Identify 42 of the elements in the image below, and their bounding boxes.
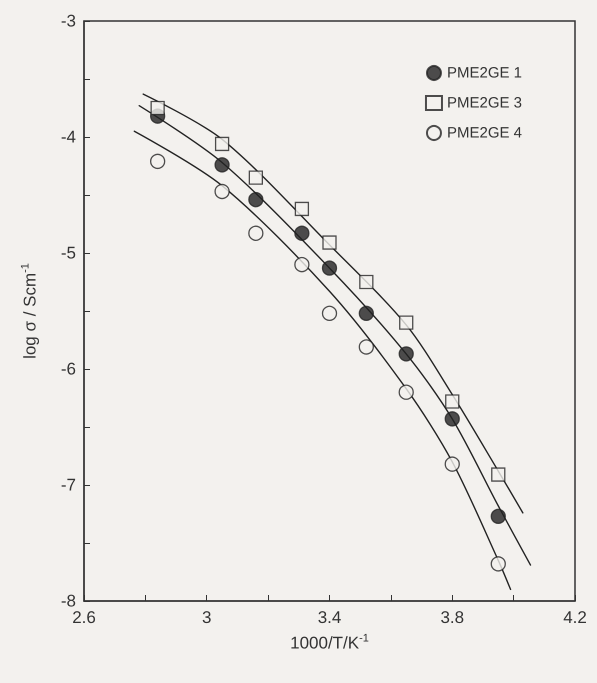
y-axis-title: log σ / Scm-1	[20, 263, 40, 359]
x-tick-label: 3	[202, 608, 212, 627]
point	[322, 235, 337, 250]
y-tick-label: -6	[60, 360, 76, 378]
point	[150, 100, 165, 116]
line-series	[142, 93, 524, 514]
point	[444, 456, 460, 472]
point	[322, 260, 338, 276]
x-tick-label: 3.8	[440, 608, 464, 627]
point	[398, 346, 414, 362]
point	[445, 394, 460, 409]
point	[294, 202, 310, 216]
legend-label: PME2GE 4	[446, 124, 522, 142]
point	[150, 154, 166, 170]
point	[294, 226, 310, 241]
point	[248, 170, 263, 185]
legend-label: PME2GE 3	[446, 94, 522, 112]
x-tick-label: 3.4	[318, 608, 342, 627]
point	[490, 556, 506, 572]
point	[248, 226, 264, 241]
y-tick-label: -7	[60, 476, 76, 494]
point	[214, 136, 230, 152]
legend-label: PME2GE 1	[446, 64, 522, 82]
point	[398, 384, 414, 400]
point	[358, 306, 374, 321]
y-tick-label: -8	[60, 592, 76, 610]
x-tick-label: 2.6	[72, 608, 96, 627]
point	[444, 411, 460, 427]
x-tick-label: 4.2	[563, 608, 587, 627]
point	[322, 306, 338, 321]
point	[248, 192, 264, 208]
y-tick-label: -5	[60, 244, 76, 262]
point	[490, 508, 506, 524]
y-tick-label: -3	[60, 12, 76, 30]
point	[214, 184, 230, 200]
point	[491, 467, 506, 482]
point	[294, 256, 310, 272]
point	[358, 339, 374, 355]
point	[399, 315, 414, 330]
point	[214, 157, 230, 172]
point	[359, 274, 374, 290]
y-tick-label: -4	[60, 128, 76, 146]
